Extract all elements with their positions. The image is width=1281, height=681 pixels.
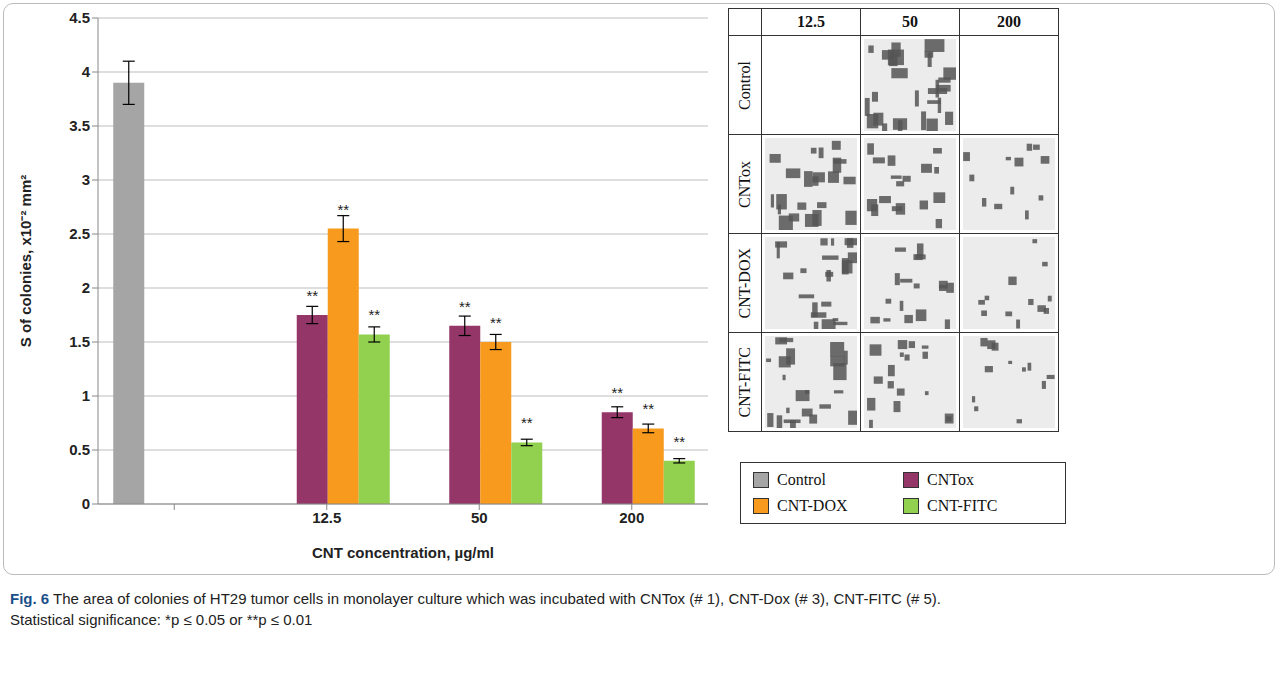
svg-text:3: 3 <box>82 171 90 188</box>
svg-text:4.5: 4.5 <box>69 9 90 26</box>
svg-text:**: ** <box>673 433 685 450</box>
svg-text:12.5: 12.5 <box>312 509 341 526</box>
svg-text:**: ** <box>459 298 471 315</box>
html-text:CNT-FITC: CNT-FITC <box>736 346 753 418</box>
svg-text:CNT concentration, µg/ml: CNT concentration, µg/ml <box>312 544 494 561</box>
svg-text:**: ** <box>521 414 533 431</box>
svg-text:**: ** <box>490 314 502 331</box>
svg-text:0.5: 0.5 <box>69 441 90 458</box>
svg-text:2: 2 <box>82 279 90 296</box>
html-text:Statistical significance: *p ≤: Statistical significance: *p ≤ 0.05 or *… <box>10 611 313 628</box>
html-text:50: 50 <box>902 13 918 30</box>
html-text:Fig. 6 The area of colonies of: Fig. 6 The area of colonies of HT29 tumo… <box>10 590 941 607</box>
svg-text:2.5: 2.5 <box>69 225 90 242</box>
html-text:CNTox: CNTox <box>927 471 974 488</box>
svg-text:3.5: 3.5 <box>69 117 90 134</box>
html-text:Control: Control <box>736 60 753 110</box>
svg-text:0: 0 <box>82 495 90 512</box>
html-text:Control: Control <box>777 471 826 488</box>
html-text:CNT-FITC: CNT-FITC <box>927 497 998 514</box>
svg-text:**: ** <box>611 384 623 401</box>
svg-text:**: ** <box>368 306 380 323</box>
svg-text:1: 1 <box>82 387 90 404</box>
html-text:12.5: 12.5 <box>797 13 825 30</box>
html-text:200: 200 <box>997 13 1021 30</box>
svg-text:50: 50 <box>471 509 488 526</box>
svg-text:1.5: 1.5 <box>69 333 90 350</box>
svg-text:S of colonies, x10⁻² mm²: S of colonies, x10⁻² mm² <box>17 175 34 348</box>
svg-text:**: ** <box>337 201 349 218</box>
html-text:CNT-DOX: CNT-DOX <box>777 497 848 514</box>
svg-text:200: 200 <box>619 509 644 526</box>
html-text:CNTox: CNTox <box>736 160 753 208</box>
svg-text:**: ** <box>306 287 318 304</box>
svg-text:**: ** <box>642 400 654 417</box>
svg-text:4: 4 <box>82 63 91 80</box>
html-text:CNT-DOX: CNT-DOX <box>736 247 753 319</box>
